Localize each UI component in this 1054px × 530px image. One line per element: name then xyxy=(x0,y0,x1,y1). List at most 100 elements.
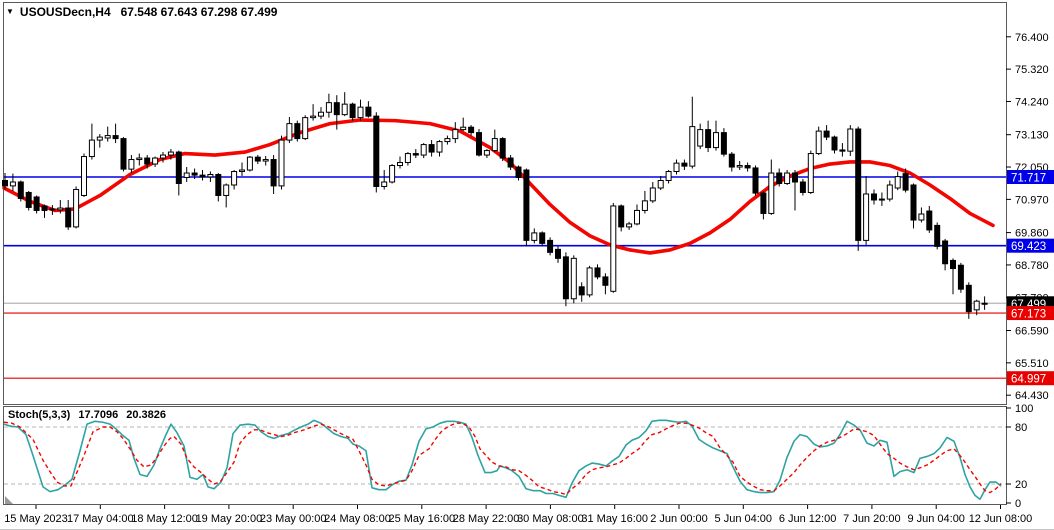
price-axis[interactable]: 76.40075.32074.24073.13072.05070.97069.8… xyxy=(1006,32,1049,402)
candle-40 xyxy=(318,107,324,120)
time-axis-label: 23 May 00:00 xyxy=(260,513,327,525)
time-axis-label: 5 Jun 04:00 xyxy=(715,513,773,525)
candle-33 xyxy=(262,155,269,166)
candle-1 xyxy=(9,173,16,191)
candle-71 xyxy=(562,252,569,307)
candle-106 xyxy=(839,143,846,157)
ohlc-values-label: 67.548 67.643 67.298 67.499 xyxy=(120,5,278,19)
candle-47 xyxy=(373,112,380,193)
candle-32 xyxy=(254,155,261,165)
candle-4 xyxy=(33,195,40,214)
time-axis-label: 25 May 16:00 xyxy=(388,513,455,525)
candle-82 xyxy=(649,182,656,203)
candle-17 xyxy=(136,153,143,166)
candle-95 xyxy=(752,165,759,196)
candle-104 xyxy=(823,125,830,141)
stoch-axis[interactable]: 100 80 20 0 xyxy=(1006,403,1033,510)
price-badge-text: 69.423 xyxy=(1011,241,1046,253)
stoch-d-line xyxy=(3,421,1002,496)
time-axis-label: 31 May 16:00 xyxy=(581,513,648,525)
price-badge-64.997: 64.997 xyxy=(1007,371,1054,386)
candle-92 xyxy=(728,152,735,172)
candle-52 xyxy=(412,149,419,159)
candle-116 xyxy=(918,207,925,223)
candle-67 xyxy=(531,228,538,244)
time-axis-label: 9 Jun 04:00 xyxy=(907,513,965,525)
candle-56 xyxy=(444,135,451,145)
candle-6 xyxy=(49,205,56,215)
candle-103 xyxy=(815,126,822,156)
candle-81 xyxy=(641,190,648,214)
candle-54 xyxy=(428,140,435,157)
candle-16 xyxy=(128,155,135,174)
price-badge-67.173: 67.173 xyxy=(1007,306,1054,321)
candle-7 xyxy=(57,199,64,214)
panel-resize-grip[interactable] xyxy=(5,496,13,504)
candle-64 xyxy=(507,155,514,171)
candle-50 xyxy=(397,156,403,169)
candle-100 xyxy=(792,170,798,211)
time-axis-label: 6 Jun 12:00 xyxy=(779,513,837,525)
stochastic-label-bar: Stoch(5,3,3) 17.7096 20.3826 xyxy=(8,409,171,421)
symbol-dropdown-icon[interactable]: ▼ xyxy=(6,7,14,16)
candle-21 xyxy=(167,149,174,160)
candle-11 xyxy=(88,123,95,160)
price-badge-71.717: 71.717 xyxy=(1007,170,1054,185)
candle-69 xyxy=(547,237,554,256)
candle-48 xyxy=(381,170,388,190)
price-badge-69.423: 69.423 xyxy=(1007,238,1054,253)
candle-59 xyxy=(468,125,475,136)
candle-3 xyxy=(25,190,32,211)
price-axis-label: 66.590 xyxy=(1015,326,1049,338)
candle-68 xyxy=(539,231,546,247)
candle-76 xyxy=(602,273,609,295)
candle-112 xyxy=(886,180,893,202)
candle-115 xyxy=(910,183,917,229)
stochastic-d-value: 20.3826 xyxy=(126,409,167,421)
candle-88 xyxy=(697,123,704,150)
candle-117 xyxy=(926,205,933,233)
candle-91 xyxy=(720,128,727,157)
stoch-axis-label: 100 xyxy=(1015,403,1033,415)
candle-2 xyxy=(17,180,24,202)
price-badge-text: 71.717 xyxy=(1011,173,1046,185)
price-axis-label: 70.970 xyxy=(1015,194,1049,206)
candle-74 xyxy=(586,265,593,298)
candle-26 xyxy=(207,171,214,182)
time-axis-label: 24 May 08:00 xyxy=(324,513,391,525)
time-axis-label: 12 Jun 08:00 xyxy=(969,513,1033,525)
price-axis-label: 75.320 xyxy=(1015,64,1049,76)
candle-30 xyxy=(239,162,245,177)
candle-122 xyxy=(965,282,972,319)
candle-105 xyxy=(831,135,838,154)
candle-49 xyxy=(389,164,396,184)
candle-90 xyxy=(713,120,719,151)
candle-86 xyxy=(681,159,688,171)
stoch-axis-label: 0 xyxy=(1015,498,1021,510)
candle-118 xyxy=(934,222,941,250)
candle-124 xyxy=(981,296,988,310)
time-axis-label: 28 May 22:00 xyxy=(453,513,520,525)
candle-39 xyxy=(310,104,317,121)
symbol-timeframe-label: USOUSDecn,H4 xyxy=(19,5,111,19)
candle-120 xyxy=(950,258,956,295)
candle-28 xyxy=(223,183,230,208)
stoch-axis-label: 80 xyxy=(1015,422,1027,434)
candle-96 xyxy=(760,190,767,220)
candle-27 xyxy=(215,173,222,202)
candle-65 xyxy=(515,165,522,181)
candle-60 xyxy=(476,129,482,157)
candle-121 xyxy=(957,262,964,293)
candle-111 xyxy=(878,192,885,206)
candle-22 xyxy=(175,150,182,196)
candle-87 xyxy=(689,96,696,169)
candle-85 xyxy=(673,159,680,175)
price-axis-label: 74.240 xyxy=(1015,96,1049,108)
candle-12 xyxy=(96,134,103,148)
candle-102 xyxy=(807,150,814,194)
candle-0 xyxy=(2,173,8,190)
candle-34 xyxy=(270,155,277,194)
candle-5 xyxy=(41,204,48,218)
